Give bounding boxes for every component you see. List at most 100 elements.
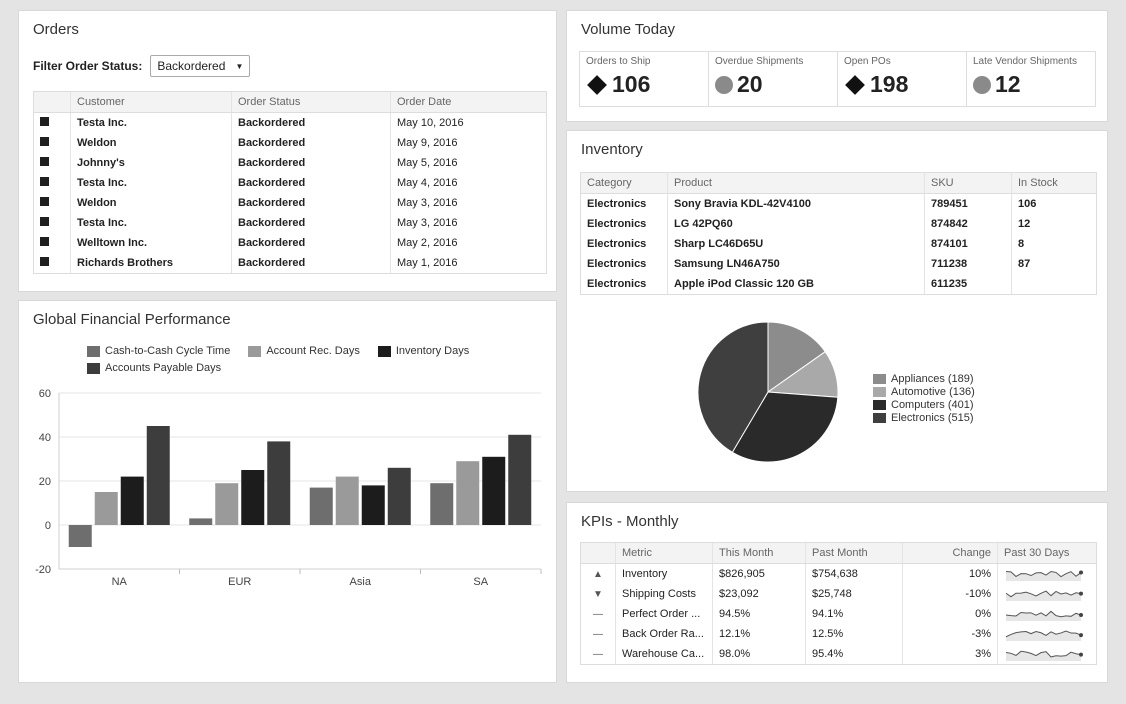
column-header-product[interactable]: Product [667,173,925,194]
table-row[interactable]: Testa Inc. Backordered May 3, 2016 [34,213,546,233]
status-icon-cell: ▲ [581,564,616,585]
legend-item[interactable]: Cash-to-Cash Cycle Time [87,345,230,357]
status-cell: Backordered [231,133,391,153]
orders-table: Customer Order Status Order Date Testa I… [34,92,546,273]
change-cell: 10% [902,563,998,584]
legend-item[interactable]: Computers (401) [873,398,975,411]
table-row[interactable]: — Perfect Order ... 94.5% 94.1% 0% [581,604,1096,624]
column-header-date[interactable]: Order Date [390,92,546,113]
bar[interactable] [456,461,480,525]
column-header-past-month[interactable]: Past Month [805,543,903,564]
customer-cell: Weldon [70,193,232,213]
table-row[interactable]: ▼ Shipping Costs $23,092 $25,748 -10% [581,584,1096,604]
table-row[interactable]: Electronics Sharp LC46D65U 874101 8 [581,234,1096,254]
legend-item[interactable]: Inventory Days [377,345,469,357]
sparkline-cell [997,563,1096,584]
column-header-in-stock[interactable]: In Stock [1011,173,1096,194]
bar[interactable] [120,476,144,525]
customer-cell: Weldon [70,133,232,153]
this-month-cell: 98.0% [712,644,806,664]
table-row[interactable]: Richards Brothers Backordered May 1, 2016 [34,253,546,273]
bar[interactable] [335,476,359,525]
row-marker-cell [34,133,71,153]
orders-header-row: Customer Order Status Order Date [34,92,546,113]
y-tick-label: 20 [39,476,51,488]
bar[interactable] [241,470,265,525]
category-cell: Electronics [587,258,647,270]
legend-item[interactable]: Electronics (515) [873,411,975,424]
column-header-sku[interactable]: SKU [924,173,1012,194]
table-row[interactable]: — Back Order Ra... 12.1% 12.5% -3% [581,624,1096,644]
legend-label: Account Rec. Days [266,345,360,357]
volume-tile[interactable]: Overdue Shipments 20 [708,52,837,106]
column-header-change[interactable]: Change [902,543,998,564]
column-header-status[interactable]: Order Status [231,92,391,113]
column-header-metric[interactable]: Metric [615,543,713,564]
y-tick-label: -20 [35,564,51,576]
legend-item[interactable]: Automotive (136) [873,385,975,398]
row-marker-cell [34,253,71,273]
bar[interactable] [267,441,291,525]
row-marker-cell [34,193,71,213]
volume-title: Volume Today [581,21,675,38]
column-header-category[interactable]: Category [581,173,668,194]
bar-legend: Cash-to-Cash Cycle Time Account Rec. Days… [87,345,547,374]
change-cell: -3% [902,624,998,644]
table-row[interactable]: Electronics Sony Bravia KDL-42V4100 789451… [581,193,1096,214]
table-row[interactable]: ▲ Inventory $826,905 $754,638 10% [581,563,1096,585]
column-header-customer[interactable]: Customer [70,92,232,113]
column-header-this-month[interactable]: This Month [712,543,806,564]
sku-cell: 711238 [924,254,1012,274]
legend-item[interactable]: Appliances (189) [873,372,975,385]
legend-item[interactable]: Accounts Payable Days [87,362,221,374]
tile-label: Overdue Shipments [715,56,804,67]
bar[interactable] [309,487,333,525]
bar[interactable] [361,485,385,525]
status-cell: Backordered [231,112,391,133]
legend-label: Appliances (189) [891,372,974,385]
bar[interactable] [146,426,170,525]
volume-tile[interactable]: Open POs 198 [837,52,966,106]
square-icon [40,197,49,206]
product-cell: Sharp LC46D65U [667,234,925,254]
bar[interactable] [508,434,532,525]
table-row[interactable]: Electronics LG 42PQ60 874842 12 [581,214,1096,234]
table-row[interactable]: Johnny's Backordered May 5, 2016 [34,153,546,173]
bar[interactable] [68,525,92,547]
table-row[interactable]: Testa Inc. Backordered May 4, 2016 [34,173,546,193]
sparkline [1005,610,1083,621]
pie-slice[interactable] [697,321,769,453]
bar[interactable] [94,492,118,525]
kpis-card: KPIs - Monthly Metric This Month Past Mo… [566,502,1108,683]
metric-cell: Inventory [615,563,713,584]
sparkline-area [1006,590,1081,601]
volume-tile[interactable]: Orders to Ship 106 [580,52,708,106]
table-row[interactable]: — Warehouse Ca... 98.0% 95.4% 3% [581,644,1096,664]
in-stock-cell [1011,274,1096,294]
row-marker-cell [34,153,71,173]
table-row[interactable]: Electronics Samsung LN46A750 711238 87 [581,254,1096,274]
bar[interactable] [189,518,213,525]
table-row[interactable]: Weldon Backordered May 9, 2016 [34,133,546,153]
table-row[interactable]: Testa Inc. Backordered May 10, 2016 [34,112,546,133]
pie-legend: Appliances (189) Automotive (136) Computer… [873,372,975,424]
select-value: Backordered [157,59,226,73]
tile-value: 106 [586,71,702,98]
pie-slice[interactable] [767,321,826,393]
legend-item[interactable]: Account Rec. Days [248,345,360,357]
table-row[interactable]: Electronics Apple iPod Classic 120 GB 6112… [581,274,1096,294]
pie-slice[interactable] [731,391,839,463]
bar[interactable] [387,467,411,525]
table-row[interactable]: Weldon Backordered May 3, 2016 [34,193,546,213]
column-header-past-30-days[interactable]: Past 30 Days [997,543,1096,564]
bar[interactable] [215,483,239,525]
legend-swatch [873,399,886,410]
order-status-select[interactable]: Backordered ▼ [150,55,251,77]
table-row[interactable]: Welltown Inc. Backordered May 2, 2016 [34,233,546,253]
customer-cell: Testa Inc. [70,213,232,233]
date-cell: May 9, 2016 [390,133,546,153]
bar[interactable] [430,483,454,525]
bar[interactable] [482,456,506,525]
sparkline [1005,630,1083,641]
volume-tile[interactable]: Late Vendor Shipments 12 [966,52,1095,106]
